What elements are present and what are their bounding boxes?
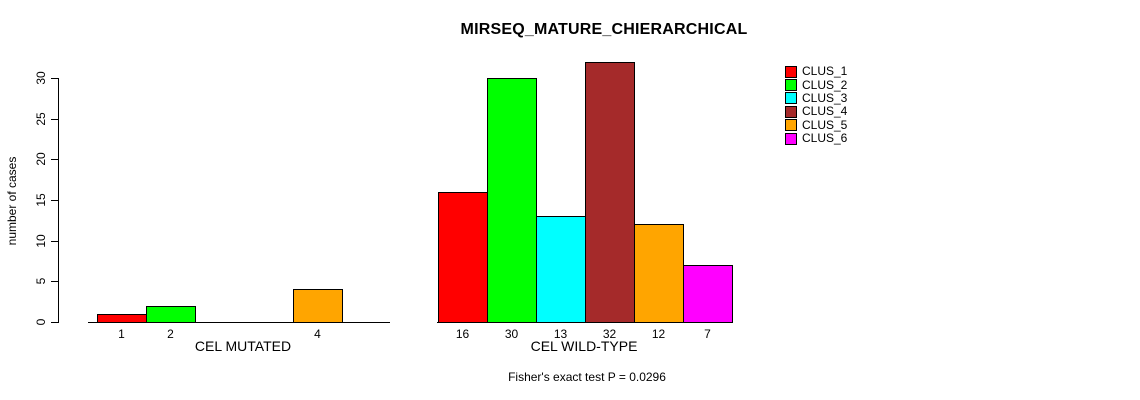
bar-value-label: 4 bbox=[314, 327, 321, 341]
bar-CLUS_4 bbox=[585, 62, 635, 323]
bar-CLUS_2 bbox=[487, 78, 537, 323]
y-axis-label: number of cases bbox=[5, 156, 19, 246]
y-axis-tick bbox=[51, 119, 58, 120]
bar-value-label: 1 bbox=[118, 327, 125, 341]
y-axis-tick bbox=[51, 200, 58, 201]
legend-swatch-CLUS_4 bbox=[785, 105, 797, 118]
bar-CLUS_1 bbox=[438, 192, 488, 323]
legend: CLUS_1 CLUS_2 CLUS_3 CLUS_4 CLUS_5 CLUS_6 bbox=[785, 65, 847, 145]
legend-swatch-CLUS_6 bbox=[785, 132, 797, 145]
legend-item: CLUS_1 bbox=[785, 65, 847, 78]
x-axis-line bbox=[88, 322, 390, 323]
legend-label: CLUS_3 bbox=[802, 90, 848, 105]
legend-item: CLUS_6 bbox=[785, 132, 847, 145]
bar-CLUS_5 bbox=[293, 289, 343, 323]
y-axis-tick-label: 30 bbox=[34, 71, 48, 85]
chart-title: MIRSEQ_MATURE_CHIERARCHICAL bbox=[460, 21, 748, 38]
legend-swatch-CLUS_1 bbox=[785, 65, 797, 78]
legend-swatch-CLUS_3 bbox=[785, 92, 797, 105]
legend-item: CLUS_5 bbox=[785, 117, 848, 132]
y-axis-tick bbox=[51, 241, 58, 242]
bar-CLUS_6 bbox=[683, 265, 733, 323]
y-axis-tick-label: 15 bbox=[34, 193, 48, 207]
y-axis-tick-label: 0 bbox=[34, 318, 48, 326]
bar-value-label: 2 bbox=[167, 327, 174, 341]
bar-CLUS_5 bbox=[634, 224, 684, 323]
y-axis-tick bbox=[51, 281, 58, 282]
y-axis-tick bbox=[51, 78, 58, 79]
y-axis-tick-label: 5 bbox=[34, 277, 48, 285]
y-axis-tick-label: 25 bbox=[34, 112, 48, 126]
group-label-cel-mutated: CEL MUTATED bbox=[194, 338, 292, 354]
group-label-cel-wild-type: CEL WILD-TYPE bbox=[530, 338, 638, 354]
legend-swatch-CLUS_2 bbox=[785, 79, 797, 92]
bar-value-label: 12 bbox=[651, 327, 666, 341]
legend-item: CLUS_3 bbox=[785, 90, 848, 105]
bar-value-label: 7 bbox=[704, 327, 711, 341]
bar-value-label: 32 bbox=[602, 327, 617, 341]
y-axis-line bbox=[58, 78, 59, 323]
legend-item: CLUS_2 bbox=[785, 77, 848, 92]
bar-value-label: 13 bbox=[553, 327, 568, 341]
bar-value-label: 16 bbox=[455, 327, 470, 341]
legend-label: CLUS_6 bbox=[802, 131, 848, 146]
y-axis-tick bbox=[51, 322, 58, 323]
legend-swatch-CLUS_5 bbox=[785, 119, 797, 132]
y-axis-tick-label: 20 bbox=[34, 152, 48, 166]
bar-CLUS_2 bbox=[146, 306, 196, 323]
bar-CLUS_1 bbox=[97, 314, 147, 323]
y-axis-tick-label: 10 bbox=[34, 234, 48, 248]
bar-CLUS_3 bbox=[536, 216, 586, 323]
legend-label: CLUS_2 bbox=[802, 77, 848, 92]
legend-label: CLUS_1 bbox=[802, 64, 848, 79]
legend-item: CLUS_4 bbox=[785, 105, 847, 118]
legend-label: CLUS_5 bbox=[802, 117, 848, 132]
y-axis-tick bbox=[51, 159, 58, 160]
fisher-test-footnote: Fisher's exact test P = 0.0296 bbox=[508, 370, 666, 384]
legend-label: CLUS_4 bbox=[802, 104, 848, 119]
bar-value-label: 30 bbox=[504, 327, 519, 341]
